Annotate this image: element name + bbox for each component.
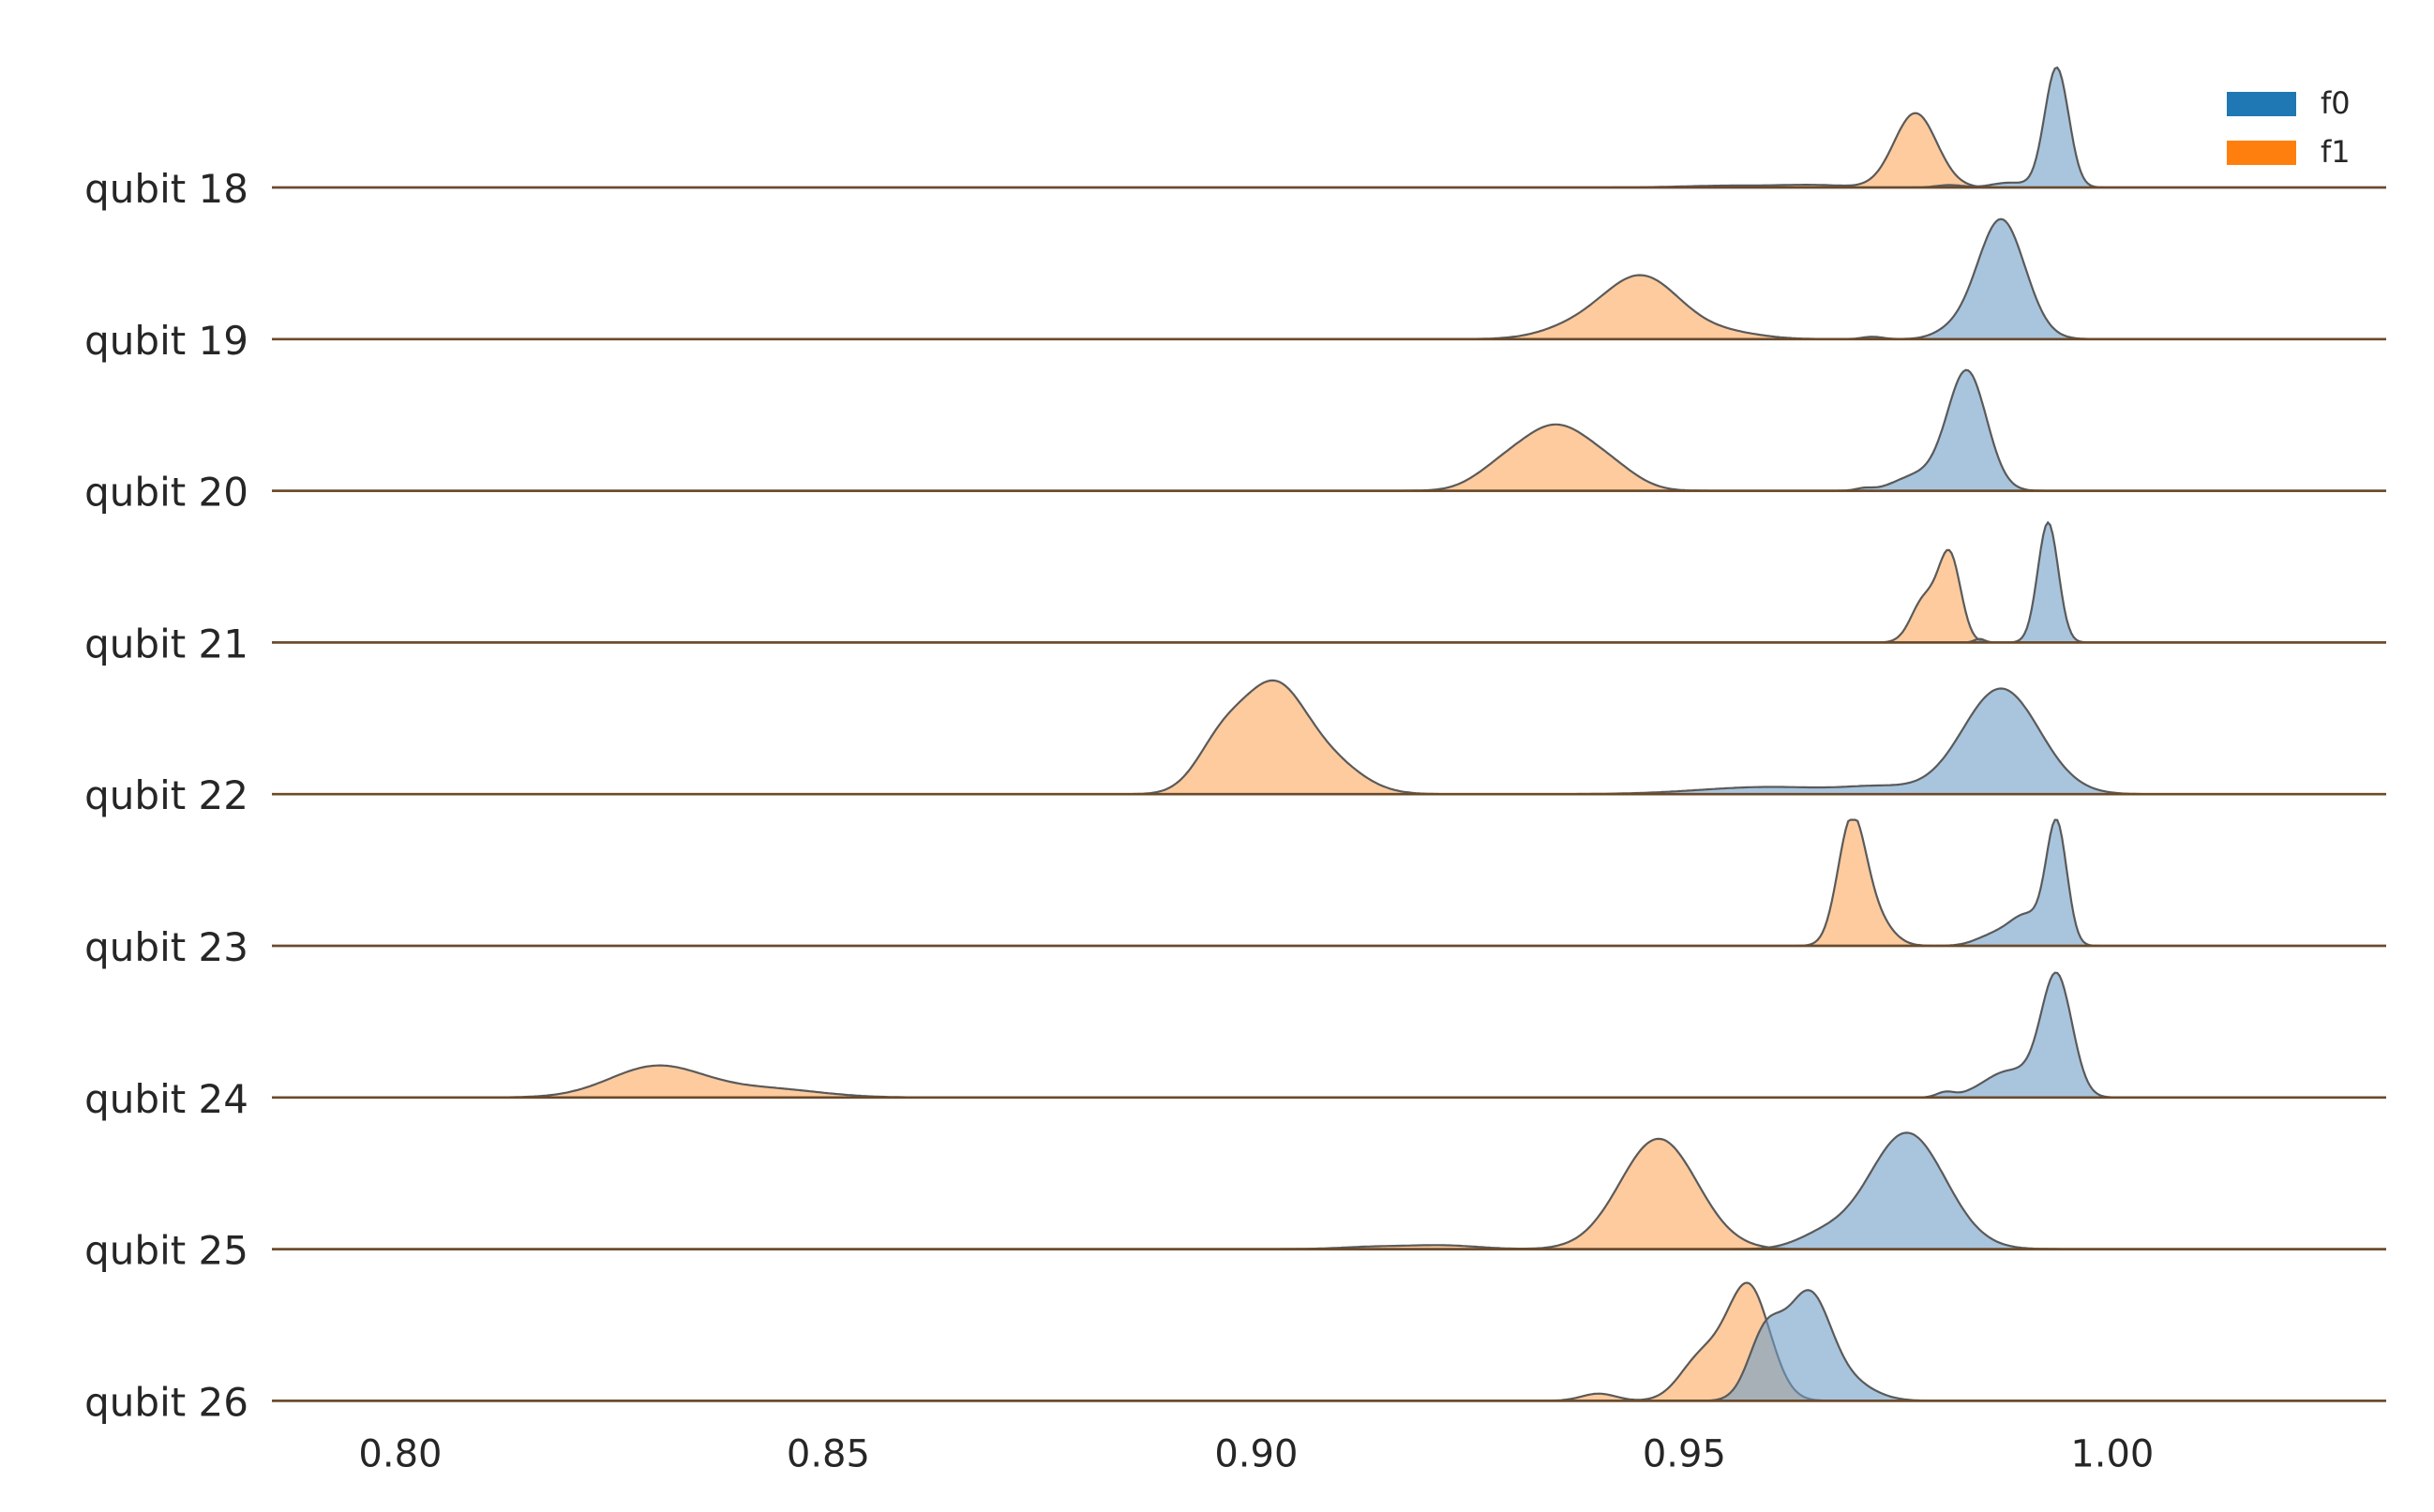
- legend-swatch-f1: [2227, 141, 2296, 165]
- row-label: qubit 18: [84, 166, 248, 212]
- ridge-row: qubit 22: [84, 679, 2386, 818]
- f0-density-area: [272, 217, 2386, 340]
- row-label: qubit 22: [84, 772, 248, 818]
- x-tick-label: 1.00: [2070, 1432, 2154, 1475]
- legend-label-f1: f1: [2321, 134, 2351, 170]
- f0-density-area: [272, 971, 2386, 1099]
- row-label: qubit 23: [84, 924, 248, 970]
- f0-density-area: [272, 520, 2386, 644]
- legend-swatch-f0: [2227, 92, 2296, 116]
- f0-density-area: [272, 1289, 2386, 1402]
- row-label: qubit 26: [84, 1379, 248, 1425]
- ridge-row: qubit 25: [84, 1131, 2386, 1274]
- f1-density-area: [272, 274, 2386, 340]
- x-axis: 0.80 0.85 0.90 0.95 1.00: [358, 1432, 2154, 1475]
- x-tick-label: 0.95: [1643, 1432, 1726, 1475]
- ridge-rows: qubit 18 qubit 19 qubit 20 qubit 21 qubit 22…: [84, 66, 2386, 1425]
- f0-density-area: [272, 66, 2386, 189]
- f1-density-area: [272, 1281, 2386, 1402]
- row-label: qubit 20: [84, 470, 248, 516]
- ridge-row: qubit 20: [84, 368, 2386, 516]
- ridge-row: qubit 21: [84, 520, 2386, 666]
- ridge-row: qubit 19: [84, 217, 2386, 364]
- row-label: qubit 25: [84, 1228, 248, 1274]
- row-label: qubit 19: [84, 318, 248, 364]
- legend-label-f0: f0: [2321, 85, 2351, 121]
- x-tick-label: 0.85: [787, 1432, 870, 1475]
- f0-density-area: [272, 368, 2386, 492]
- ridge-row: qubit 26: [84, 1281, 2386, 1425]
- ridge-row: qubit 24: [84, 971, 2386, 1122]
- x-tick-label: 0.90: [1214, 1432, 1298, 1475]
- x-tick-label: 0.80: [358, 1432, 442, 1475]
- ridge-row: qubit 23: [84, 818, 2386, 970]
- row-label: qubit 24: [84, 1076, 248, 1122]
- ridge-row: qubit 18: [84, 66, 2386, 212]
- f0-density-area: [272, 818, 2386, 948]
- row-label: qubit 21: [84, 621, 248, 666]
- f0-density-area: [272, 1131, 2386, 1250]
- f1-density-area: [272, 423, 2386, 492]
- f1-density-area: [272, 1137, 2386, 1250]
